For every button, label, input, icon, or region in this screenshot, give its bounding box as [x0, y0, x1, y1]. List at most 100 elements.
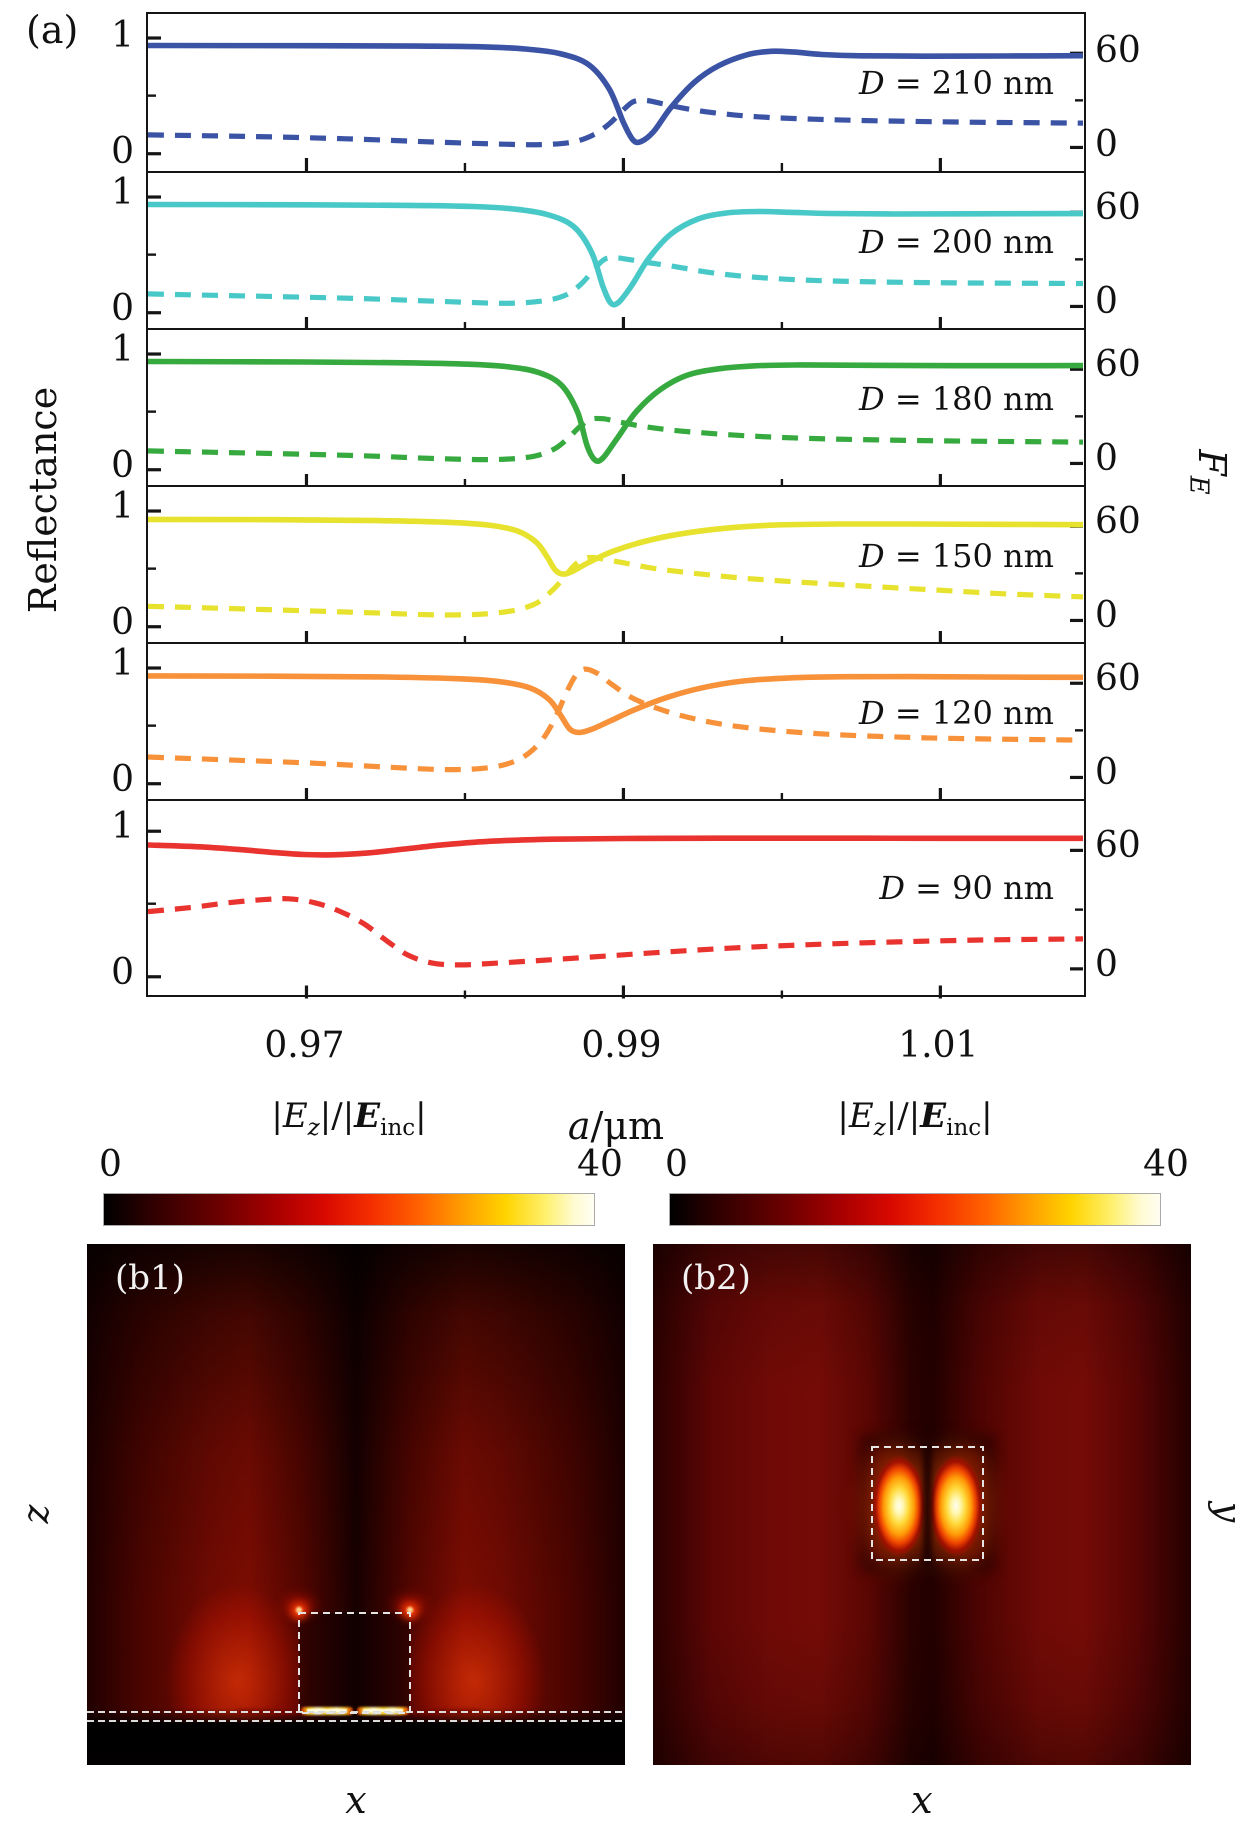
- fetick-0-row2: 0: [1095, 438, 1118, 480]
- b2-disk-outline: [871, 1446, 984, 1561]
- cb2-bars2: |/|: [885, 1096, 921, 1136]
- ytick-0-row2: 0: [111, 444, 134, 486]
- ytick-1-row1: 1: [111, 172, 134, 214]
- b1-x-axis-label: x: [345, 1778, 367, 1822]
- b2-lobe-left: [872, 1455, 926, 1557]
- ytick-0-row5: 0: [111, 951, 134, 993]
- subplot-D210: D = 210 nm: [148, 14, 1084, 171]
- ytick-0-row1: 0: [111, 287, 134, 329]
- b1-disk-fill: [299, 1613, 410, 1713]
- ytick-0-row4: 0: [111, 758, 134, 800]
- fetick-0-row4: 0: [1095, 752, 1118, 794]
- subplot-D120-canvas: [148, 666, 1083, 801]
- cb1-Einc: E: [354, 1096, 381, 1136]
- b1-bright-core-right: [363, 1709, 403, 1712]
- field-b2-overlay: [861, 1436, 994, 1571]
- fetick-60-row1: 60: [1095, 187, 1141, 229]
- ytick-1-row2: 1: [111, 329, 134, 371]
- cb2-bar1: |: [837, 1096, 849, 1136]
- fe-axis-label-main: F: [1190, 449, 1234, 476]
- subplot-D200-canvas: [148, 195, 1083, 330]
- x-axis-label-unit: /μm: [590, 1104, 665, 1148]
- subplot-D180-canvas: [148, 352, 1083, 487]
- b1-y-axis-label: z: [16, 1504, 57, 1524]
- cb1-bar1: |: [271, 1096, 283, 1136]
- reflectance-curve-D120: [148, 673, 1083, 736]
- x-axis-label: a/μm: [516, 1104, 716, 1148]
- ytick-0-row3: 0: [111, 601, 134, 643]
- colorbar-title-b1: |Ez|/|Einc|: [103, 1096, 595, 1141]
- fetick-0-row3: 0: [1095, 595, 1118, 637]
- subplot-D210-canvas: [148, 36, 1083, 171]
- ytick-1-row5: 1: [111, 806, 134, 848]
- cb2-Einc: E: [920, 1096, 947, 1136]
- ytick-0-row0: 0: [111, 130, 134, 172]
- xtick-0.97: 0.97: [264, 1025, 345, 1066]
- fe-curve-D150: [148, 554, 1083, 618]
- legend-D120: D = 120 nm: [858, 693, 1054, 732]
- fe-curve-D180: [148, 415, 1083, 463]
- fe-curve-D200: [148, 255, 1083, 306]
- subplot-D200: D = 200 nm: [148, 171, 1084, 330]
- reflectance-curve-D180: [148, 358, 1083, 465]
- legend-D210: D = 210 nm: [858, 63, 1054, 102]
- cb1-Ez: E: [282, 1096, 308, 1136]
- field-map-b1: (b1): [87, 1244, 625, 1765]
- subplot-D90: D = 90 nm: [148, 799, 1084, 999]
- xtick-0.99: 0.99: [581, 1025, 662, 1066]
- b2-lobe-right: [929, 1455, 983, 1557]
- subplot-D150: D = 150 nm: [148, 485, 1084, 644]
- colorbar-b1-min: 0: [99, 1144, 122, 1185]
- subplot-D150-canvas: [148, 509, 1083, 644]
- cb1-sub-z: z: [307, 1114, 320, 1141]
- x-axis-label-var: a: [567, 1104, 591, 1148]
- b1-panel-label: (b1): [115, 1258, 185, 1298]
- cb1-sub-inc: inc: [380, 1114, 416, 1141]
- fetick-60-row3: 60: [1095, 501, 1141, 543]
- colorbar-b2: [669, 1193, 1161, 1226]
- b1-bright-core-left: [307, 1709, 347, 1712]
- fe-curve-D90: [148, 896, 1083, 968]
- b1-hotspot-core-right: [406, 1606, 414, 1614]
- reflectance-axis-label: Reflectance: [21, 386, 65, 614]
- cb2-bar3: |: [981, 1096, 993, 1136]
- panel-a-label: (a): [26, 8, 79, 52]
- fe-curve-D120: [148, 666, 1083, 773]
- cb2-sub-inc: inc: [946, 1114, 982, 1141]
- fetick-60-row2: 60: [1095, 344, 1141, 386]
- b2-panel-label: (b2): [681, 1258, 751, 1298]
- xtick-1.01: 1.01: [898, 1025, 979, 1066]
- colorbar-b1-max: 40: [577, 1144, 623, 1185]
- fe-curve-D210: [148, 97, 1083, 148]
- panel-a-plot-stack: D = 210 nm D = 200 nm D = 180 nm D = 150 nm…: [146, 12, 1086, 999]
- field-b1-overlay: [87, 1597, 625, 1722]
- cb1-bars2: |/|: [319, 1096, 355, 1136]
- reflectance-curve-D210: [148, 42, 1083, 146]
- legend-D180: D = 180 nm: [858, 379, 1054, 418]
- b2-nodal-line: [923, 1442, 932, 1566]
- ytick-1-row0: 1: [111, 15, 134, 57]
- reflectance-curve-D90: [148, 835, 1083, 858]
- ytick-1-row3: 1: [111, 486, 134, 528]
- fetick-0-row0: 0: [1095, 124, 1118, 166]
- cb1-bar3: |: [415, 1096, 427, 1136]
- fe-axis-label: FE: [1183, 272, 1234, 672]
- colorbar-b1: [103, 1193, 595, 1226]
- fetick-60-row0: 60: [1095, 30, 1141, 72]
- b1-hotspot-core-left: [295, 1606, 303, 1614]
- legend-D90: D = 90 nm: [879, 868, 1054, 907]
- reflectance-curve-D200: [148, 201, 1083, 308]
- fe-axis-label-sub: E: [1183, 475, 1214, 495]
- b2-y-axis-label: y: [1207, 1501, 1248, 1523]
- cb2-Ez: E: [848, 1096, 874, 1136]
- fetick-0-row5: 0: [1095, 943, 1118, 985]
- reflectance-curve-D150: [148, 516, 1083, 577]
- colorbar-b2-min: 0: [665, 1144, 688, 1185]
- b2-x-axis-label: x: [911, 1778, 933, 1822]
- ytick-1-row4: 1: [111, 643, 134, 685]
- legend-D150: D = 150 nm: [858, 536, 1054, 575]
- subplot-D120: D = 120 nm: [148, 642, 1084, 801]
- fetick-60-row4: 60: [1095, 658, 1141, 700]
- subplot-D180: D = 180 nm: [148, 328, 1084, 487]
